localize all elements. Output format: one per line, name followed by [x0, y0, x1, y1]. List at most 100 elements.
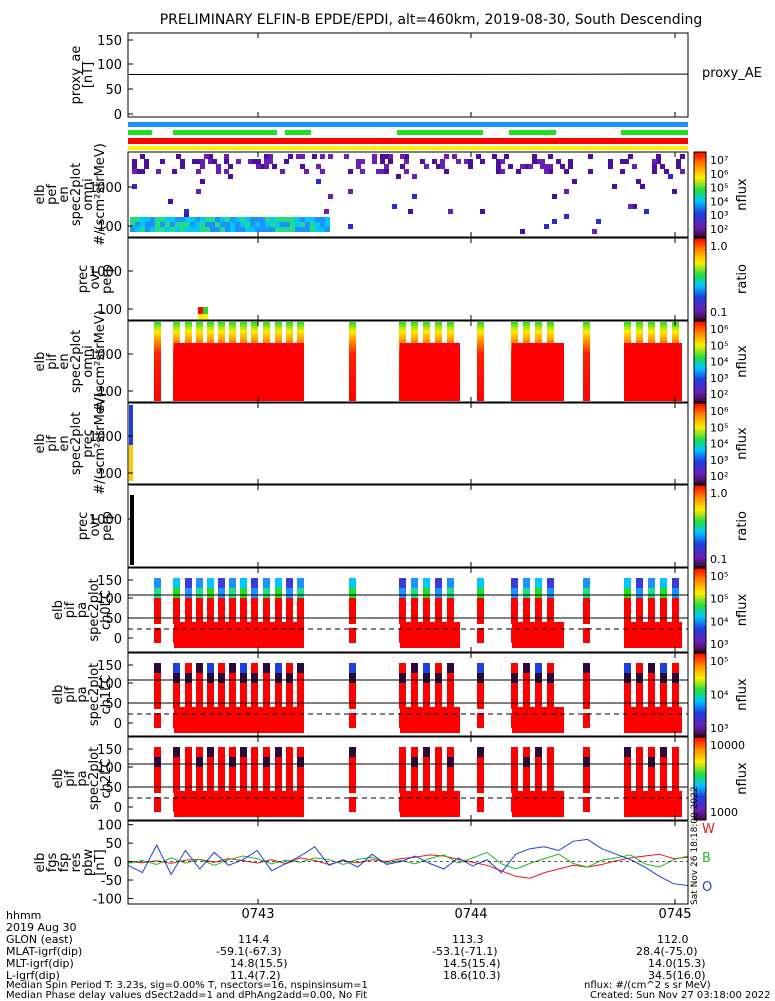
pef-omni-low-cell: [215, 227, 220, 232]
pef-omni-cell: [256, 159, 261, 164]
pef-omni-cell-mid: [480, 209, 485, 214]
panel-ch0lc-col-low-6: [229, 598, 236, 624]
panel-ch0lc-col-bot-0: [154, 628, 161, 643]
panel-ch1lc-col-top-15: [411, 663, 418, 673]
pef-omni-cell-mid: [640, 184, 645, 189]
panel-ch1lc-col-low-17: [435, 683, 442, 709]
panel-ch1lc-col-mid-13: [349, 673, 356, 683]
colorbar-pif-ratio-label-0: 1.0: [710, 487, 728, 500]
pef-omni-low-cell: [150, 227, 155, 232]
panel-ch1lc-col-top-7: [240, 663, 247, 673]
panel-ch2lc-block-2: [512, 791, 564, 817]
panel-ch0lc-col-low-20: [511, 598, 518, 624]
panel-ch1lc-col-top-18: [447, 663, 454, 673]
pef-omni-low-cell: [295, 222, 300, 227]
pef-omni-cell: [556, 159, 561, 164]
panel-ch2lc-col-mid-23: [547, 757, 554, 767]
pef-omni-cell: [548, 164, 553, 169]
panel-ch0lc-col-top-15: [411, 578, 418, 588]
panel-ch2lc-col-low-17: [435, 767, 442, 793]
panel-ch1lc-col-mid-23: [547, 673, 554, 683]
pef-omni-low-cell: [165, 222, 170, 227]
pef-omni-low-cell: [235, 217, 240, 222]
panel-ch2lc-col-top-19: [477, 747, 484, 757]
pef-omni-cell-mid: [552, 219, 557, 224]
panel-ch0lc-col-low-28: [660, 598, 667, 624]
colorbar-pif-ratio-title: ratio: [735, 511, 750, 541]
pef-omni-low-cell: [240, 227, 245, 232]
panel-ch1lc-col-mid-1: [173, 673, 180, 683]
pef-ratio-cell-red: [198, 307, 203, 314]
pef-omni-cell-mid: [328, 194, 333, 199]
panel-ch1lc-colorbar-title-text: nflux: [735, 678, 750, 711]
panel-ch2lc-col-bot-0: [154, 797, 161, 812]
panel-ch2lc-col-low-12: [297, 767, 304, 793]
panel-ch1lc-col-low-25: [624, 683, 631, 709]
panel-ch1lc-colorbar: [694, 653, 706, 736]
pef-omni-low-cell: [175, 222, 180, 227]
panel-ch1lc-col-mid-24: [583, 673, 590, 683]
colorbar-pef-omni-label-3: 10⁴: [710, 195, 729, 208]
pef-omni-cell: [680, 169, 685, 174]
pef-omni-cell: [444, 154, 449, 159]
panel-ch0lc-col-bot-24: [583, 628, 590, 643]
pef-omni-low-cell: [155, 227, 160, 232]
colorbar-pif-omni-label-0: 10⁶: [710, 323, 729, 336]
pef-omni-cell: [132, 169, 137, 174]
panel-ch0lc-col-mid-29: [672, 588, 679, 598]
panel-pef-ratio-ylabel-line-2: perp: [100, 264, 115, 294]
panel-ch1lc-col-mid-7: [240, 673, 247, 683]
panel-ch0lc-col-top-25: [624, 578, 631, 588]
pef-omni-cell: [176, 154, 181, 159]
panel-ch1lc-col-mid-17: [435, 673, 442, 683]
panel-ch2lc-col-mid-17: [435, 757, 442, 767]
panel-ch0lc-col-mid-10: [275, 588, 282, 598]
panel-ch2lc-col-top-28: [660, 747, 667, 757]
pef-omni-low-cell: [245, 222, 250, 227]
footer-row-mlt-v2: 14.5(15.4): [443, 958, 501, 969]
pef-omni-cell: [140, 154, 145, 159]
pef-omni-cell: [588, 169, 593, 174]
colorbar-pif-omni-label-3: 10³: [710, 372, 728, 385]
status-bar-green-5: [621, 130, 688, 135]
panel-ch2lc-col-low-1: [173, 767, 180, 793]
pef-omni-cell: [504, 154, 509, 159]
panel-ch2lc-col-top-5: [218, 747, 225, 757]
panel-ch0lc-col-top-27: [648, 578, 655, 588]
panel-ch1lc-col-top-13: [349, 663, 356, 673]
panel-ch1lc-colorbar-label-0: 10⁵: [710, 655, 728, 668]
pef-omni-low-cell: [270, 217, 275, 222]
panel-ch0lc-col-low-25: [624, 598, 631, 624]
pif-omni-block-b: [400, 343, 460, 401]
pef-omni-low-cell: [130, 217, 135, 222]
panel-ch1lc-col-low-5: [218, 683, 225, 709]
panel-ch2lc-col-top-25: [624, 747, 631, 757]
pef-omni-low-cell: [275, 227, 280, 232]
x-tick-label-0745: 0745: [658, 907, 691, 922]
panel-ch1lc-block-0: [174, 707, 304, 733]
colorbar-pef-omni-label-1: 10⁶: [710, 168, 729, 181]
panel-ch0lc-col-top-22: [535, 578, 542, 588]
pef-omni-cell-mid: [644, 209, 649, 214]
proxy-ae-legend: proxy_AE: [702, 66, 762, 81]
colorbar-pef-ratio-label-1: 0.1: [710, 306, 728, 319]
pef-omni-cell-mid: [612, 184, 617, 189]
colorbar-pef-omni-title-text: nflux: [735, 178, 750, 211]
pef-omni-cell: [532, 159, 537, 164]
pef-omni-cell: [620, 169, 625, 174]
panel-ch1lc-col-mid-8: [251, 673, 258, 683]
x-tick-label-0744: 0744: [454, 907, 487, 922]
panel-ch0lc-block-2: [512, 622, 564, 648]
pef-omni-cell-mid: [408, 209, 413, 214]
panel-ch0lc-ytick-3: 0: [114, 632, 122, 647]
panel-ch2lc-col-top-3: [196, 747, 203, 757]
pif-omni-burst-0: [154, 322, 161, 401]
footer-row-mlat-v1: -59.1(-67.3): [216, 946, 282, 957]
panel-pif-ratio-ylabel-line-2: perp: [100, 511, 115, 541]
panel-ch0lc-col-top-12: [297, 578, 304, 588]
pef-omni-cell: [680, 154, 685, 159]
status-bar-green-0: [128, 130, 152, 135]
panel-pef-omni-ylabel-line-5: #/(scm²strMeV): [93, 143, 108, 246]
